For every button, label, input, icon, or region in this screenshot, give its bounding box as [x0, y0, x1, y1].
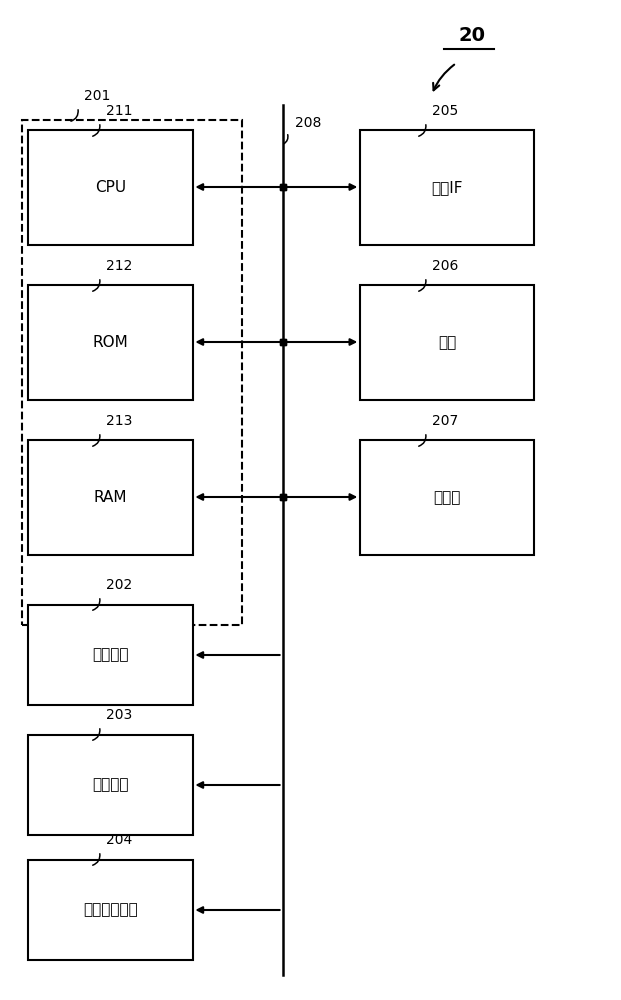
Text: 212: 212 [106, 259, 132, 273]
Text: ROM: ROM [93, 335, 128, 350]
Bar [28, 860, 193, 960]
Text: 存储单元: 存储单元 [92, 648, 129, 662]
Text: 202: 202 [106, 578, 132, 592]
Text: 206: 206 [432, 259, 458, 273]
Text: 207: 207 [432, 414, 458, 428]
Text: 通信IF: 通信IF [432, 180, 463, 195]
Bar [360, 285, 534, 400]
Text: 205: 205 [432, 104, 458, 118]
Text: 213: 213 [106, 414, 132, 428]
Text: 操作接收单元: 操作接收单元 [83, 902, 138, 918]
Bar [28, 285, 193, 400]
Bar [28, 440, 193, 555]
Text: 相机: 相机 [438, 335, 456, 350]
Text: 201: 201 [84, 89, 110, 103]
Text: 208: 208 [295, 116, 321, 130]
Text: CPU: CPU [94, 180, 126, 195]
Bar [28, 130, 193, 245]
Bar [28, 735, 193, 835]
Bar [22, 120, 242, 625]
Text: 211: 211 [106, 104, 132, 118]
Text: 麦克风: 麦克风 [433, 490, 461, 505]
Bar [28, 605, 193, 705]
Bar [360, 440, 534, 555]
Text: 204: 204 [106, 833, 132, 847]
Text: 显示单元: 显示单元 [92, 778, 129, 792]
Text: 20: 20 [458, 26, 486, 45]
Bar [360, 130, 534, 245]
Text: RAM: RAM [94, 490, 127, 505]
Text: 203: 203 [106, 708, 132, 722]
